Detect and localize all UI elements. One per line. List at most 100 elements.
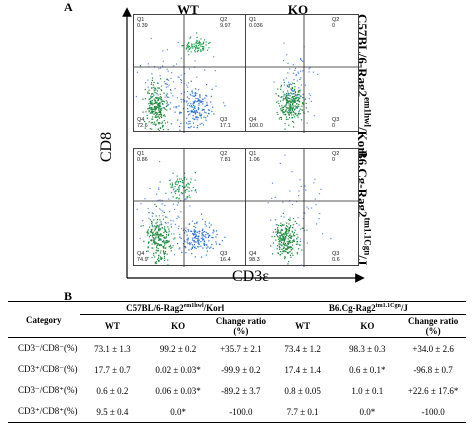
event-dot <box>298 110 300 112</box>
event-dot <box>285 116 288 118</box>
event-dot <box>287 99 289 102</box>
event-dot <box>288 261 290 263</box>
event-dot <box>164 226 166 228</box>
event-dot <box>194 45 196 47</box>
event-dot <box>296 241 298 243</box>
event-dot <box>188 48 190 50</box>
event-dot <box>162 241 164 243</box>
event-dot <box>288 228 290 230</box>
event-dot <box>159 219 161 221</box>
event-dot <box>293 114 295 116</box>
event-dot <box>181 227 183 230</box>
event-dot <box>179 236 181 238</box>
event-dot <box>202 103 204 105</box>
event-dot <box>292 111 294 113</box>
event-dot <box>211 88 213 90</box>
event-dot <box>158 225 160 227</box>
event-dot <box>147 86 149 88</box>
event-dot <box>298 106 300 108</box>
event-dot <box>195 45 197 47</box>
event-dot <box>176 106 178 108</box>
event-dot <box>194 190 196 192</box>
event-dot <box>155 215 157 217</box>
event-dot <box>288 101 290 103</box>
event-dot <box>195 230 197 232</box>
event-dot <box>146 231 148 233</box>
event-dot <box>154 88 156 90</box>
event-dot <box>292 110 294 112</box>
event-dot <box>158 107 160 109</box>
event-dot <box>163 252 165 254</box>
event-dot <box>162 65 164 67</box>
event-dot <box>196 101 198 103</box>
event-dot <box>179 233 181 236</box>
event-dot <box>156 224 158 226</box>
table-cell: 17.7 ± 0.7 <box>94 364 131 375</box>
event-dot <box>162 115 164 117</box>
event-dot <box>159 258 161 260</box>
event-dot <box>290 112 292 114</box>
event-dot <box>163 211 165 213</box>
event-dot <box>163 228 165 230</box>
event-dot <box>177 76 179 78</box>
event-dot <box>208 235 210 237</box>
event-dot <box>299 243 301 246</box>
event-dot <box>285 101 288 103</box>
event-dot <box>312 71 315 73</box>
q2-label: Q2 0 <box>332 151 340 163</box>
event-dot <box>274 228 276 230</box>
event-dot <box>313 182 315 184</box>
event-dot <box>202 46 204 48</box>
event-dot <box>153 234 156 236</box>
event-dot <box>195 235 197 237</box>
event-dot <box>284 154 286 156</box>
event-dot <box>289 233 291 235</box>
event-dot <box>167 79 170 81</box>
event-dot <box>298 104 300 106</box>
event-dot <box>188 110 190 113</box>
scatter-points <box>246 149 360 267</box>
event-dot <box>280 96 282 98</box>
event-dot <box>287 62 289 64</box>
event-dot <box>157 233 159 235</box>
event-dot <box>276 232 278 234</box>
event-dot <box>287 85 289 88</box>
event-dot <box>287 118 289 120</box>
event-dot <box>206 244 208 246</box>
event-dot <box>304 185 306 187</box>
event-dot <box>208 47 210 49</box>
event-dot <box>166 253 168 255</box>
event-dot <box>195 247 197 249</box>
event-dot <box>299 101 301 103</box>
event-dot <box>185 246 187 248</box>
scatter-points <box>246 15 360 133</box>
event-dot <box>283 81 285 84</box>
event-dot <box>200 241 202 243</box>
event-dot <box>163 231 165 234</box>
event-dot <box>159 78 162 80</box>
event-dot <box>179 129 181 131</box>
event-dot <box>276 229 279 231</box>
event-dot <box>165 237 167 239</box>
event-dot <box>191 230 193 232</box>
event-dot <box>283 234 286 236</box>
event-dot <box>186 196 188 198</box>
event-dot <box>172 220 174 222</box>
event-dot <box>291 84 293 86</box>
event-dot <box>210 224 212 226</box>
event-dot <box>199 101 201 103</box>
event-dot <box>286 54 288 56</box>
event-dot <box>286 245 288 247</box>
event-dot <box>149 187 151 190</box>
event-dot <box>153 252 155 254</box>
event-dot <box>157 82 159 84</box>
event-dot <box>157 98 159 101</box>
event-dot <box>177 182 179 184</box>
event-dot <box>150 112 152 114</box>
table-cell: +22.6 ± 17.6* <box>407 385 459 396</box>
table-cell: 73.1 ± 1.3 <box>94 343 131 354</box>
event-dot <box>155 227 157 229</box>
event-dot <box>157 225 159 227</box>
event-dot <box>276 111 278 114</box>
event-dot <box>151 110 153 113</box>
